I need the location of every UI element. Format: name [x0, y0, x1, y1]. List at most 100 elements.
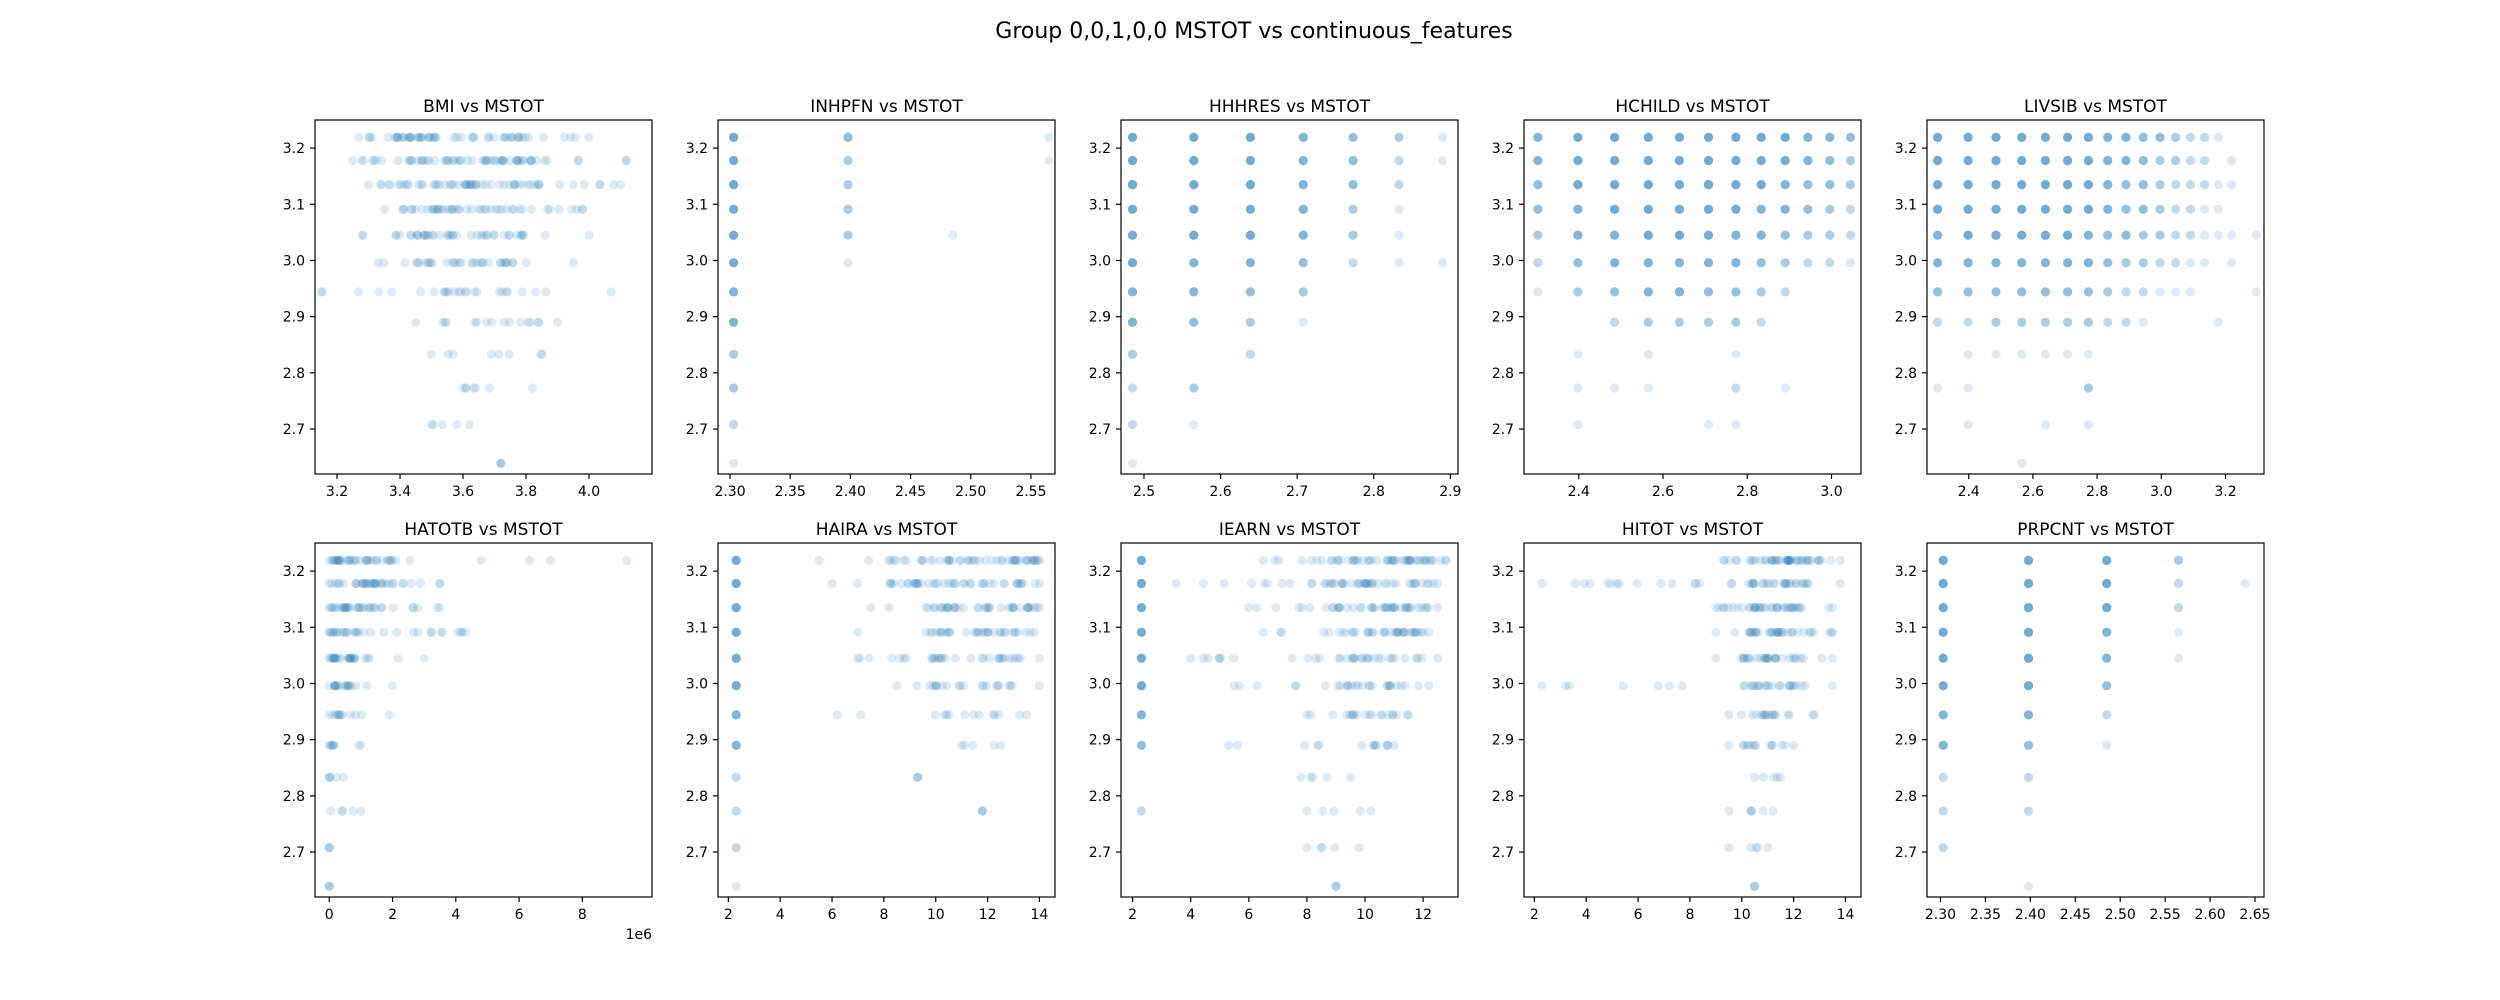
scatter-point: [428, 420, 438, 430]
scatter-point: [418, 132, 428, 142]
scatter-point: [1573, 230, 1583, 240]
scatter-point: [449, 155, 459, 166]
scatter-point: [1348, 258, 1358, 268]
scatter-point: [489, 155, 500, 166]
scatter-point: [414, 258, 424, 268]
scatter-point: [1826, 555, 1836, 566]
scatter-point: [1298, 287, 1308, 297]
scatter-point: [843, 180, 853, 190]
y-tick-label: 3.1: [283, 197, 305, 213]
scatter-point: [1825, 258, 1835, 268]
scatter-point: [1245, 155, 1255, 166]
scatter-point: [1610, 155, 1620, 166]
scatter-point: [1643, 204, 1653, 214]
scatter-point: [1573, 420, 1583, 430]
scatter-point: [1610, 204, 1620, 214]
scatter-point: [541, 287, 551, 297]
x-tick-label: 2.7: [1286, 484, 1308, 500]
scatter-point: [1215, 653, 1226, 663]
scatter-point: [1643, 204, 1653, 214]
scatter-point: [1438, 258, 1448, 268]
scatter-point: [1730, 627, 1740, 637]
scatter-point: [1803, 155, 1813, 166]
scatter-point: [1703, 287, 1714, 297]
scatter-point: [1127, 230, 1138, 240]
scatter-point: [506, 132, 517, 142]
scatter-point: [366, 603, 377, 613]
scatter-point: [1703, 132, 1714, 142]
scatter-point: [448, 258, 458, 268]
scatter-point: [445, 204, 455, 214]
scatter-point: [1044, 155, 1054, 166]
scatter-point: [427, 230, 437, 240]
scatter-point: [578, 204, 588, 214]
scatter-point: [475, 258, 485, 268]
scatter-point: [480, 155, 490, 166]
scatter-point: [1674, 155, 1684, 166]
scatter-point: [1703, 230, 1714, 240]
scatter-point: [2121, 317, 2131, 327]
scatter-point: [539, 132, 549, 142]
scatter-point: [1573, 132, 1583, 142]
scatter-point: [1299, 740, 1309, 750]
figure-title: Group 0,0,1,0,0 MSTOT vs continuous_feat…: [995, 19, 1512, 44]
scatter-point: [1765, 740, 1776, 750]
scatter-point: [1357, 740, 1367, 750]
scatter-point: [2103, 258, 2113, 268]
scatter-point: [1933, 317, 1943, 327]
scatter-point: [1674, 155, 1684, 166]
scatter-point: [843, 180, 853, 190]
scatter-point: [729, 258, 739, 268]
scatter-point: [1610, 132, 1620, 142]
scatter-point: [2138, 204, 2148, 214]
scatter-point: [1348, 180, 1358, 190]
scatter-point: [1731, 180, 1741, 190]
scatter-point: [1703, 258, 1714, 268]
x-axis-scale-label: 1e6: [626, 927, 653, 943]
scatter-point: [2040, 317, 2050, 327]
scatter-point: [1362, 627, 1372, 637]
subplot-title: HHHRES vs MSTOT: [1209, 97, 1371, 117]
x-tick-label: 3.2: [2214, 484, 2236, 500]
scatter-point: [1643, 180, 1653, 190]
scatter-point: [2185, 155, 2196, 166]
scatter-point: [1703, 317, 1714, 327]
scatter-point: [456, 258, 466, 268]
scatter-point: [1610, 230, 1620, 240]
scatter-point: [1417, 653, 1427, 663]
scatter-point: [1245, 204, 1255, 214]
scatter-point: [462, 180, 472, 190]
scatter-point: [1424, 681, 1434, 691]
scatter-point: [1414, 555, 1425, 566]
scatter-point: [1223, 740, 1234, 750]
y-tick-label: 3.0: [686, 676, 708, 692]
scatter-point: [1296, 772, 1306, 782]
scatter-point: [729, 132, 739, 142]
scatter-point: [504, 230, 514, 240]
scatter-point: [892, 681, 902, 691]
scatter-point: [472, 230, 482, 240]
scatter-point: [397, 132, 407, 142]
scatter-point: [507, 204, 517, 214]
scatter-point: [729, 180, 739, 190]
scatter-point: [843, 132, 853, 142]
scatter-point: [483, 155, 493, 166]
scatter-point: [729, 349, 739, 359]
scatter-point: [515, 317, 526, 327]
scatter-point: [1780, 180, 1790, 190]
scatter-point: [504, 180, 514, 190]
scatter-point: [1127, 204, 1138, 214]
scatter-point: [1533, 204, 1543, 214]
scatter-point: [1127, 258, 1138, 268]
scatter-point: [523, 132, 534, 142]
scatter-point: [1245, 258, 1255, 268]
scatter-point: [843, 258, 853, 268]
scatter-point: [1573, 155, 1583, 166]
scatter-point: [1189, 180, 1199, 190]
y-tick-label: 2.9: [1895, 733, 1917, 749]
scatter-point: [317, 287, 327, 297]
scatter-point: [2121, 132, 2131, 142]
scatter-point: [1780, 132, 1790, 142]
scatter-point: [1780, 155, 1790, 166]
scatter-point: [1610, 180, 1620, 190]
